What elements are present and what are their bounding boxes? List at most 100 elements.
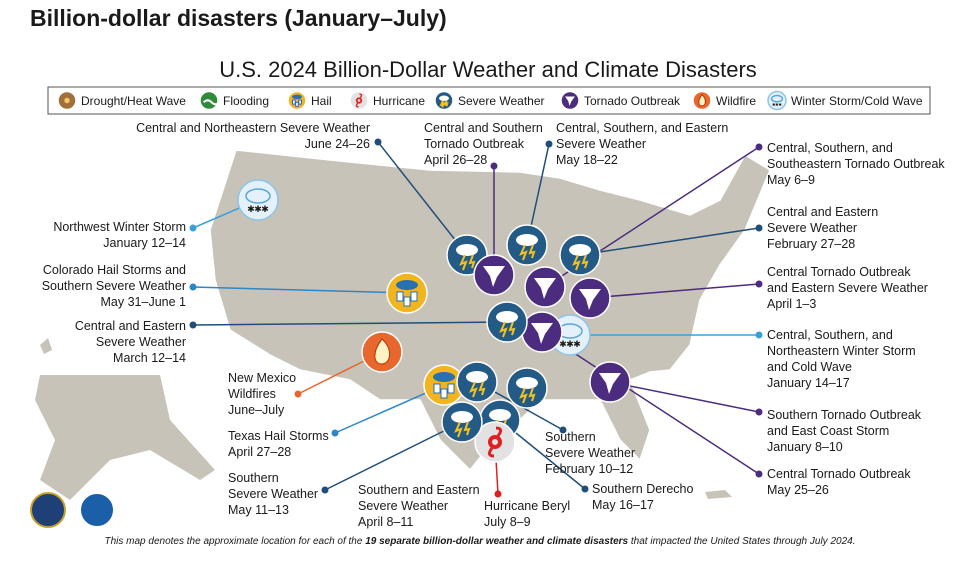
icon-glyph [447, 383, 455, 394]
event-label: May 6–9 [767, 173, 815, 187]
legend-label: Drought/Heat Wave [81, 94, 186, 108]
event-label: April 1–3 [767, 297, 816, 311]
icon-glyph [483, 266, 505, 287]
event-label: Central and Eastern [75, 319, 186, 333]
icon-glyph [508, 321, 516, 336]
icon-glyph [581, 254, 589, 269]
noaa-logo [79, 492, 115, 528]
icon-glyph [355, 93, 363, 108]
leader-dot [189, 224, 197, 232]
icon-glyph: ✱ [247, 204, 255, 214]
icon-glyph [469, 381, 478, 398]
icon-glyph: ✱ [254, 204, 262, 214]
icon-glyph [569, 244, 591, 256]
footnote: This map denotes the approximate locatio… [105, 536, 856, 547]
event-label: May 18–22 [556, 153, 618, 167]
legend-label: Winter Storm/Cold Wave [791, 94, 923, 108]
icon-glyph: ✱ [775, 102, 779, 107]
legend-label: Hail [311, 94, 332, 108]
event-label: May 16–17 [592, 498, 654, 512]
icon-hurricane [349, 90, 369, 111]
icon-glyph [565, 96, 575, 106]
event-label: January 12–14 [103, 236, 186, 250]
icon-glyph [599, 373, 621, 394]
icon-glyph [396, 280, 418, 290]
icon-glyph [245, 188, 271, 204]
leader-dot [755, 280, 763, 288]
icon-glyph [496, 311, 518, 323]
icon-glyph [519, 244, 528, 261]
icon-glyph [528, 387, 536, 402]
icon-glyph: ✱ [772, 102, 776, 107]
icon-glyph [443, 100, 449, 107]
icon-glyph [355, 97, 363, 104]
event-label: April 8–11 [358, 515, 413, 529]
leader-dot [755, 224, 763, 232]
icon-glyph [440, 388, 448, 399]
icon-glyph [487, 426, 503, 458]
event-label: March 12–14 [113, 351, 186, 365]
event-label: Severe Weather [228, 487, 318, 501]
leader-dot [321, 486, 329, 494]
event-label: July 8–9 [484, 515, 531, 529]
icon-glyph [478, 381, 486, 396]
icon-glyph [499, 321, 508, 338]
icon-glyph [64, 97, 70, 104]
legend-label: Flooding [223, 94, 269, 108]
icon-glyph [454, 421, 463, 438]
event-label: Severe Weather [96, 335, 186, 349]
event-label: Texas Hail Storms [228, 429, 329, 443]
icon-glyph [459, 254, 468, 271]
icon-glyph [572, 254, 581, 271]
event-label: June 24–26 [305, 137, 370, 151]
map-title: U.S. 2024 Billion-Dollar Weather and Cli… [219, 57, 757, 82]
event-label: Southeastern Tornado Outbreak [767, 157, 945, 171]
event-label: Colorado Hail Storms and [43, 263, 186, 277]
event-label: Severe Weather [767, 221, 857, 235]
legend-label: Severe Weather [458, 94, 545, 108]
icon-glyph [433, 383, 441, 394]
icon-glyph [489, 409, 511, 421]
leader-dot [755, 408, 763, 416]
icon-winter [767, 90, 787, 111]
events-layer: ✱ ✱ ✱✱ ✱ ✱Central and Northeastern Severe We… [42, 121, 946, 529]
event-label: Central and Northeastern Severe Weather [136, 121, 370, 135]
event-label: May 11–13 [228, 503, 289, 517]
leader-dot [374, 138, 382, 146]
icon-glyph: ✱ [261, 204, 269, 214]
event-label: June–July [228, 403, 285, 417]
event-label: and Eastern Severe Weather [767, 281, 928, 295]
icon-glyph [516, 377, 538, 389]
commerce-seal [30, 492, 66, 528]
icon-hail [386, 272, 428, 314]
event-label: Southern and Eastern [358, 483, 480, 497]
legend-label: Wildfire [716, 94, 756, 108]
event-label: Central Tornado Outbreak [767, 467, 911, 481]
event-labels: Central and Northeastern Severe Weather J… [42, 121, 946, 529]
icon-glyph: ✱ [559, 339, 567, 349]
event-label: Wildfires [228, 387, 276, 401]
icon-glyph: ✱ [573, 339, 581, 349]
leader-line [541, 331, 760, 475]
event-label: Central, Southern, and [767, 328, 893, 342]
icon-glyph [202, 99, 229, 106]
alaska [35, 375, 215, 500]
leader-dot [189, 283, 197, 291]
icon-glyph [403, 296, 411, 307]
icon-glyph [463, 421, 471, 436]
icon-glyph [410, 291, 418, 302]
leader-line [609, 381, 760, 413]
leader-dot [581, 485, 589, 493]
icon-glyph: ✱ [778, 102, 782, 107]
leader-dot [294, 390, 302, 398]
leader-line [192, 286, 408, 294]
icon-glyph [488, 435, 502, 449]
icon-glyph [468, 254, 476, 269]
icon-glyph [531, 323, 553, 344]
icon-hurricane [474, 421, 516, 463]
legend: Drought/Heat Wave Flooding Hail Hurricane Se… [57, 90, 923, 111]
event-label: Severe Weather [545, 446, 635, 460]
leader-line [589, 283, 760, 299]
event-label: and Cold Wave [767, 360, 852, 374]
